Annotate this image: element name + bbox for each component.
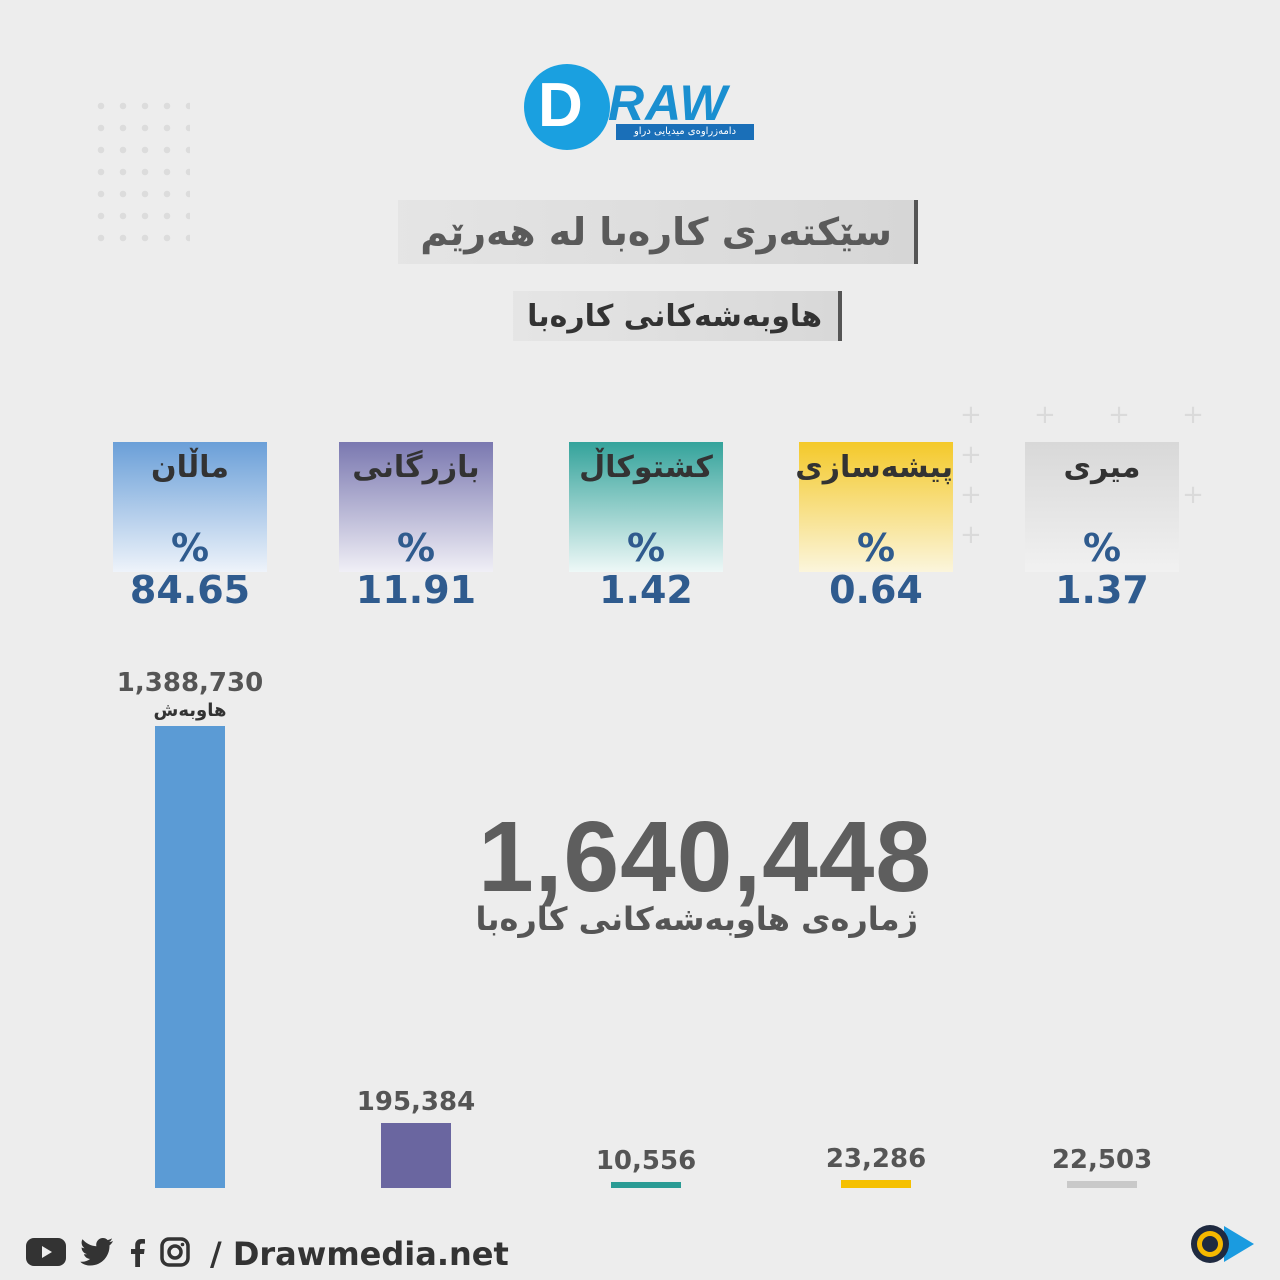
facebook-icon[interactable] (128, 1237, 146, 1271)
category-label: ماڵان (151, 450, 229, 485)
bar (381, 1123, 451, 1188)
category-percent-value: 0.64 (829, 568, 923, 612)
category-card: کشتوکاڵ% (569, 442, 723, 572)
logo-letter: D (538, 71, 583, 140)
percent-symbol: % (170, 526, 210, 570)
draw-logo: D RAW دامەزراوەی میدیایی دراو (524, 64, 764, 154)
total-subscribers-value: 1,640,448 (478, 801, 932, 913)
bar (155, 726, 225, 1188)
bar-unit-label: هاوبەش (153, 700, 227, 721)
category-label: میری (1063, 450, 1141, 485)
category-percent-value: 11.91 (355, 568, 477, 612)
category-percent-value: 1.42 (599, 568, 693, 612)
bar-value-label: 1,388,730 (116, 668, 264, 698)
percent-symbol: % (856, 526, 896, 570)
category-card: میری% (1025, 442, 1179, 572)
category-card: پیشەسازی% (795, 442, 953, 572)
category-card: ماڵان% (113, 442, 267, 572)
youtube-icon[interactable] (26, 1238, 66, 1270)
background-dot-pattern (90, 95, 190, 255)
category-label: بازرگانی (352, 450, 480, 485)
website-link[interactable]: / Drawmedia.net (210, 1235, 509, 1273)
logo-circle (524, 64, 610, 150)
bar (841, 1180, 911, 1188)
bar-value-label: 10,556 (595, 1146, 697, 1176)
logo-tagline: دامەزراوەی میدیایی دراو (616, 124, 754, 140)
bar-value-label: 23,286 (825, 1144, 927, 1175)
bar-value-label: 22,503 (1051, 1144, 1153, 1175)
percent-symbol: % (396, 526, 436, 570)
footer: / Drawmedia.net (26, 1232, 509, 1276)
bar (1067, 1180, 1137, 1188)
total-subscribers-label: ژمارەی هاوبەشەکانی کارەبا (475, 900, 918, 938)
bar (611, 1182, 681, 1188)
twitter-icon[interactable] (80, 1238, 114, 1270)
instagram-icon[interactable] (160, 1237, 190, 1271)
bar-value-label: 195,384 (356, 1087, 476, 1117)
page-title: سێکتەری کارەبا لە هەرێم (398, 200, 918, 264)
category-label: پیشەسازی (795, 450, 953, 485)
category-percent-value: 1.37 (1055, 568, 1149, 612)
page-subtitle: هاوبەشەکانی کارەبا (513, 291, 842, 341)
category-card: بازرگانی% (339, 442, 493, 572)
play-logo-icon (1191, 1225, 1254, 1263)
percent-symbol: % (626, 526, 666, 570)
category-percent-value: 84.65 (129, 568, 251, 612)
percent-symbol: % (1082, 526, 1122, 570)
logo-wordmark: RAW (608, 75, 728, 131)
category-label: کشتوکاڵ (579, 450, 713, 485)
